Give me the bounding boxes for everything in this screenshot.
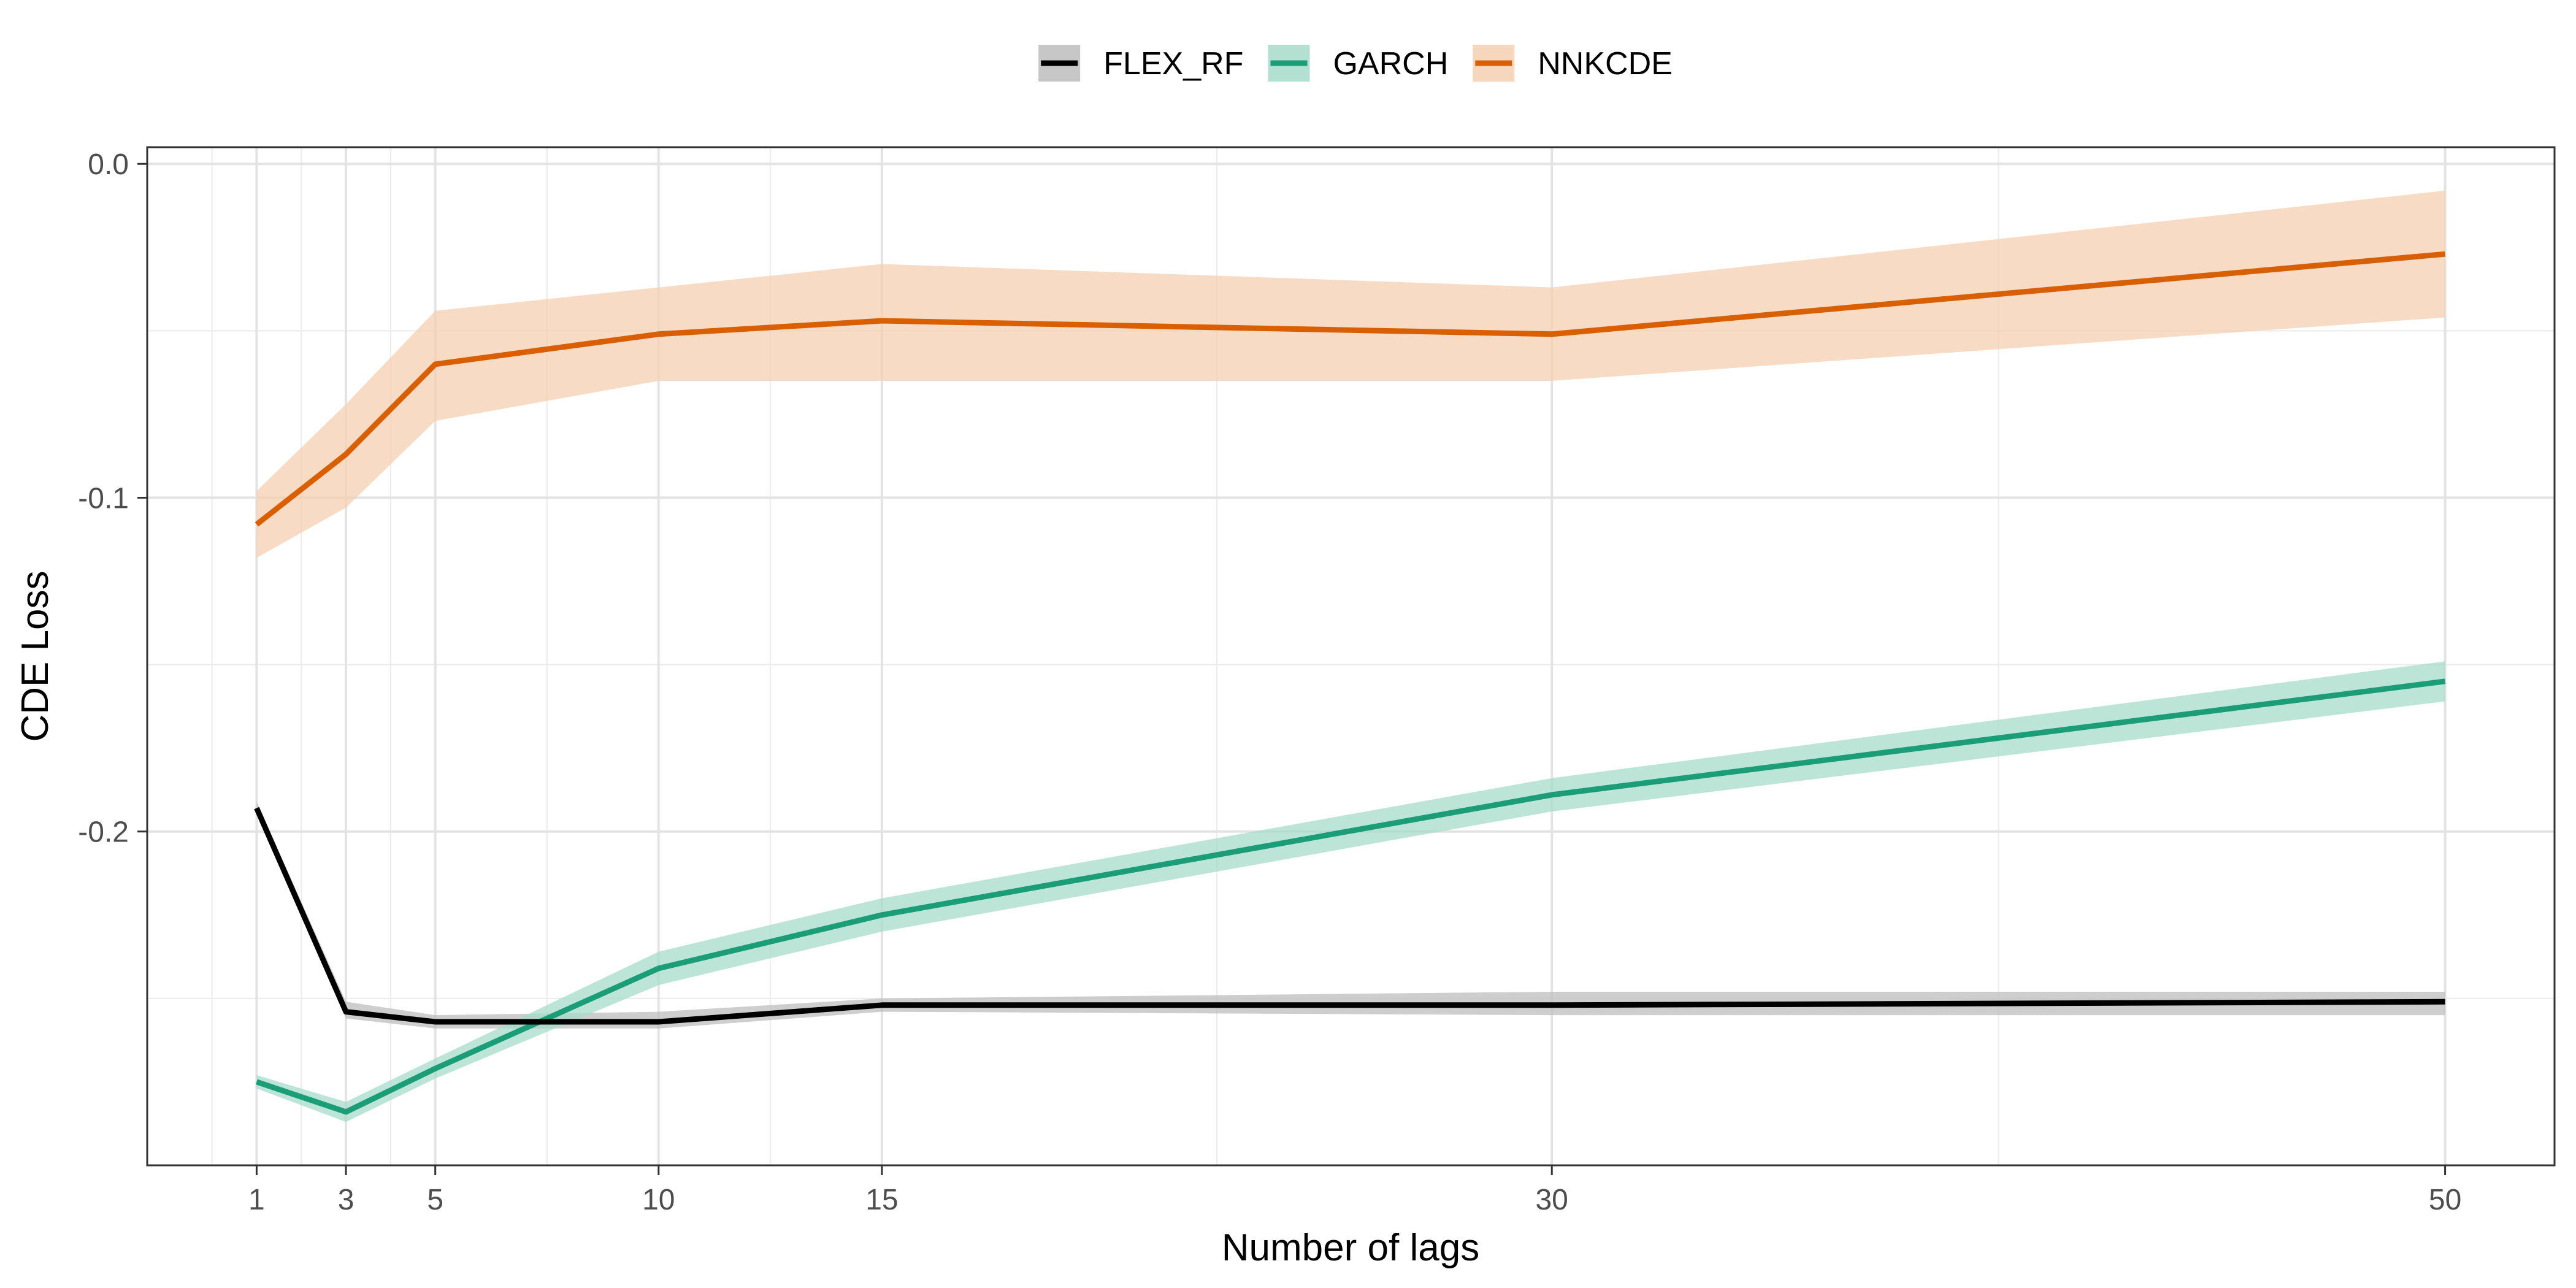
x-tick-label: 15 <box>865 1184 898 1216</box>
x-tick-label: 30 <box>1535 1184 1568 1216</box>
x-tick-label: 10 <box>642 1184 675 1216</box>
band-flex-rf <box>256 801 2445 1029</box>
plot-panel-border <box>146 146 2556 1167</box>
legend-item-flex-rf: FLEX_RF <box>1038 45 1243 82</box>
line-garch <box>255 678 2446 1115</box>
y-tick-label: -0.2 <box>78 816 129 849</box>
legend-item-nnkcde: NNKCDE <box>1473 45 1673 82</box>
x-axis: 1 3 5 10 15 30 50 <box>248 1165 2461 1216</box>
y-axis-title: CDE Loss <box>14 570 56 742</box>
series-lines <box>254 251 2446 1115</box>
legend-item-garch: GARCH <box>1268 45 1448 82</box>
x-tick-label: 1 <box>248 1184 265 1216</box>
y-axis: 0.0 -0.1 -0.2 <box>78 148 147 849</box>
x-tick-label: 50 <box>2429 1184 2461 1216</box>
x-tick-label: 5 <box>427 1184 443 1216</box>
band-nnkcde <box>256 190 2445 558</box>
y-tick-label: -0.1 <box>78 482 129 515</box>
legend-label: NNKCDE <box>1538 46 1673 82</box>
line-flex-rf <box>254 807 2445 1025</box>
x-axis-title: Number of lags <box>1222 1227 1479 1269</box>
y-tick-label: 0.0 <box>88 148 129 181</box>
legend-label: GARCH <box>1333 46 1448 82</box>
legend: FLEX_RF GARCH NNKCDE <box>1038 45 1673 82</box>
line-nnkcde <box>255 251 2446 527</box>
legend-label: FLEX_RF <box>1103 46 1243 82</box>
x-tick-label: 3 <box>338 1184 355 1216</box>
